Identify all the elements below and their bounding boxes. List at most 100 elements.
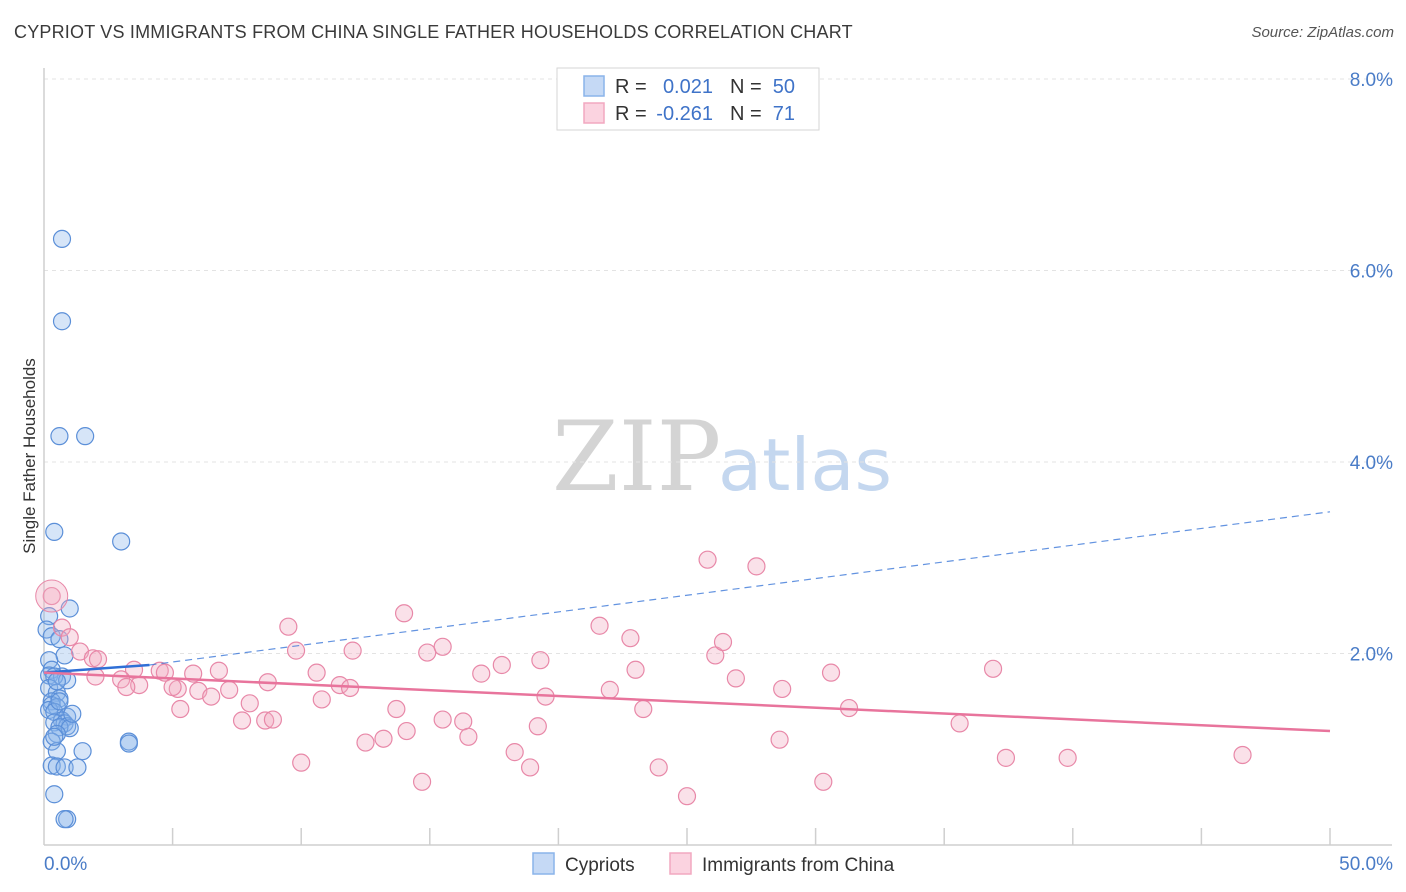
data-point-china: [492, 655, 511, 675]
data-point-china: [356, 733, 375, 752]
data-point-china: [240, 694, 259, 713]
y-tick-label: 4.0%: [1350, 453, 1393, 474]
data-point-cypriots: [55, 810, 74, 829]
data-point-cypriots: [47, 672, 66, 691]
data-point-china: [52, 618, 72, 637]
data-point-china: [1233, 745, 1252, 765]
legend-r-label-0: R =: [615, 76, 647, 98]
data-point-china: [60, 628, 79, 647]
data-point-cypriots: [112, 532, 131, 551]
legend-swatch-cypriots: [583, 75, 605, 97]
data-point-china: [713, 632, 733, 652]
data-point-china: [454, 712, 473, 731]
data-point-china: [397, 721, 416, 741]
data-point-china: [307, 663, 326, 682]
data-point-china: [184, 664, 203, 683]
data-point-china: [505, 743, 524, 762]
data-point-china: [626, 660, 645, 679]
bottom-legend-swatch-china: [669, 852, 692, 875]
data-point-china: [634, 699, 653, 719]
data-point-china: [649, 758, 668, 777]
data-point-china: [418, 643, 437, 662]
legend-swatch-china: [583, 102, 605, 124]
source-label: Source: ZipAtlas.com: [1251, 24, 1394, 41]
data-point-cypriots: [45, 785, 64, 804]
data-point-cypriots: [45, 727, 64, 746]
data-point-cypriots: [50, 427, 69, 446]
data-point-cypriots: [55, 646, 74, 665]
data-point-china: [394, 604, 414, 623]
data-point-china: [232, 711, 252, 730]
legend-r-label-1: R =: [615, 103, 647, 125]
data-point-cypriots: [47, 742, 66, 761]
data-point-china: [814, 772, 833, 791]
data-point-china: [590, 616, 609, 635]
data-point-china: [286, 641, 306, 660]
data-point-china: [950, 714, 969, 733]
data-point-cypriots: [76, 427, 95, 446]
data-point-china: [42, 586, 61, 606]
data-point-cypriots: [63, 704, 82, 723]
data-point-china: [220, 680, 239, 699]
data-point-china: [433, 637, 452, 656]
data-point-china: [117, 677, 136, 697]
data-points: [35, 229, 1252, 829]
data-point-china: [1058, 748, 1077, 767]
data-point-china: [531, 651, 550, 670]
y-tick-label: 6.0%: [1350, 262, 1393, 283]
grid: [44, 78, 1392, 654]
data-point-china: [600, 680, 619, 699]
data-point-china: [83, 649, 102, 668]
data-point-china: [256, 711, 275, 730]
legend-n-value-0: 50: [773, 76, 795, 98]
data-point-cypriots: [50, 692, 69, 711]
data-point-china: [726, 669, 745, 688]
x-tick-label-max: 50.0%: [1339, 854, 1393, 875]
x-tick-label-min: 0.0%: [44, 854, 87, 875]
trend-lines: [43, 511, 1331, 733]
y-tick-label: 2.0%: [1350, 645, 1393, 666]
legend-r-value-1: -0.261: [656, 103, 713, 125]
data-point-china: [621, 629, 640, 648]
data-point-china: [387, 699, 406, 719]
data-point-china: [677, 787, 697, 806]
bottom-legend-swatch-cypriots: [532, 852, 555, 875]
data-point-china: [472, 664, 491, 683]
data-point-china: [343, 641, 362, 660]
bottom-legend-label-china: Immigrants from China: [702, 855, 895, 876]
data-point-china: [433, 710, 452, 729]
data-point-cypriots: [47, 757, 66, 776]
data-point-china: [996, 748, 1016, 767]
y-tick-label: 8.0%: [1350, 70, 1393, 91]
data-point-china: [209, 661, 228, 680]
data-point-china: [770, 730, 789, 749]
data-point-china: [263, 710, 283, 729]
data-point-china: [163, 677, 182, 697]
watermark-atlas: atlas: [718, 423, 892, 507]
legend-n-value-1: 71: [773, 103, 795, 125]
data-point-china: [459, 727, 478, 746]
data-point-china: [279, 617, 298, 636]
data-point-china: [374, 729, 393, 748]
correlation-legend: R = 0.021 N = 50 R = -0.261 N = 71: [556, 67, 820, 131]
data-point-cypriots: [42, 732, 61, 751]
x-ticks: [171, 828, 1331, 845]
series-legend: Cypriots Immigrants from China: [532, 852, 895, 876]
trend-line-cypriots: [43, 663, 150, 674]
data-point-china: [88, 650, 108, 669]
data-point-china: [202, 687, 221, 706]
data-point-china: [292, 753, 311, 772]
data-point-china: [528, 717, 547, 736]
data-point-china: [747, 557, 766, 576]
watermark-zip: ZIP: [552, 401, 721, 513]
data-point-china: [412, 772, 432, 791]
trend-line-cypriots-extended: [149, 511, 1331, 666]
data-point-china: [698, 550, 717, 569]
legend-n-label-0: N =: [730, 76, 762, 98]
y-tick-labels: 2.0% 4.0% 6.0% 8.0%: [1350, 70, 1393, 666]
data-point-china: [312, 690, 331, 709]
data-point-cypriots: [119, 734, 138, 753]
data-point-china-large: [35, 579, 69, 613]
data-point-china: [773, 679, 792, 699]
